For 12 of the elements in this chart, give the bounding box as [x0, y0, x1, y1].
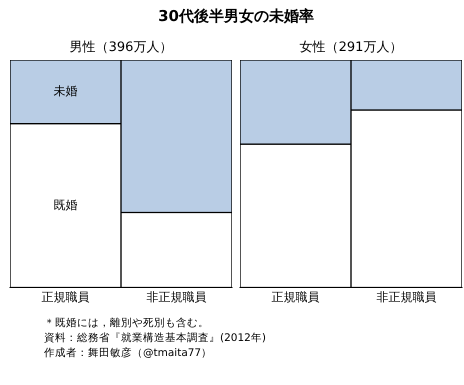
series-label: 既婚	[54, 198, 78, 212]
x-tick-label: 正規職員	[272, 290, 320, 304]
text: 資料：総務省『就業構造基本調査』(2012年)	[44, 331, 267, 346]
text: ＊既婚には，離別や死別も含む。	[44, 316, 210, 331]
x-tick-label: 非正規職員	[146, 290, 206, 304]
x-tick-label: 正規職員	[42, 290, 90, 304]
chart-subtitle: 男性（396万人）	[70, 39, 172, 57]
x-tick-label: 非正規職員	[376, 290, 436, 304]
series-label: 未婚	[54, 84, 78, 98]
chart-subtitle: 女性（291万人）	[300, 39, 402, 57]
text: 作成者：舞田敏彦（@tmaita77）	[44, 346, 214, 361]
chart-title: 30代後半男女の未婚率	[157, 6, 315, 27]
